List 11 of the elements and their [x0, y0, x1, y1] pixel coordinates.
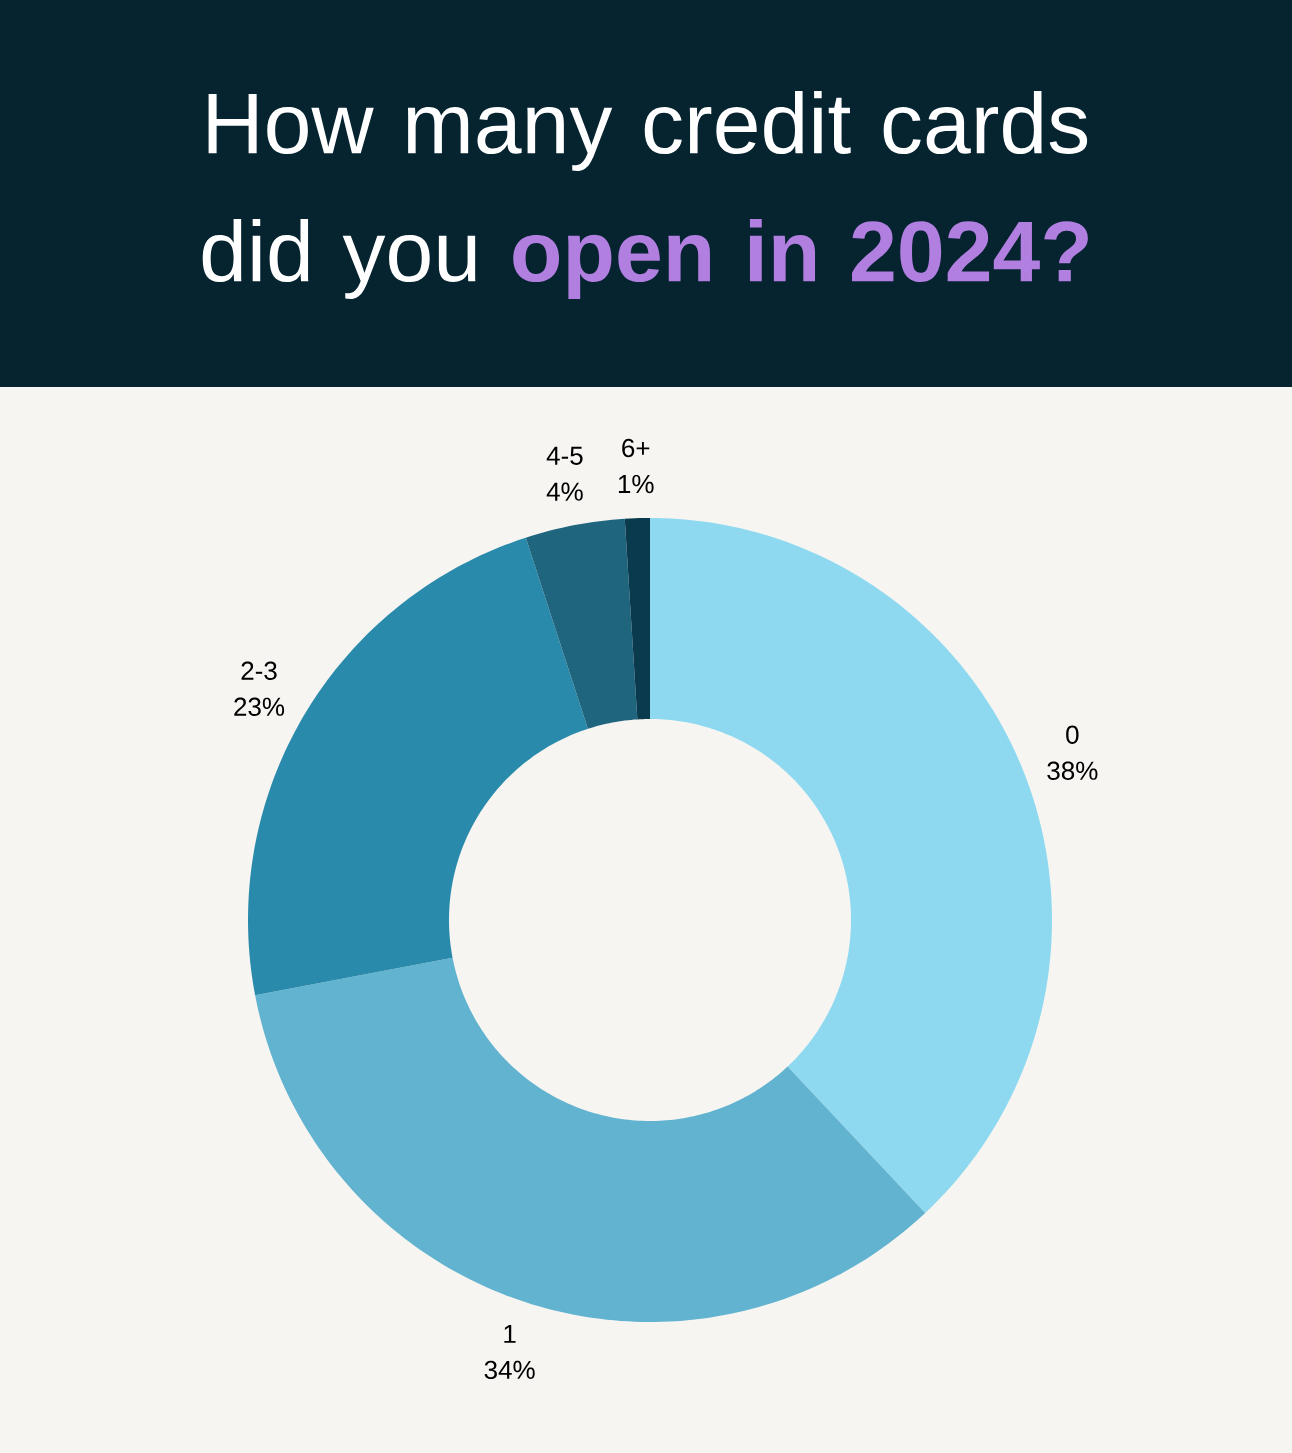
- chart-title: How many credit cards did you open in 2024?: [202, 90, 1088, 300]
- data-label: 1%: [618, 474, 654, 494]
- slice-label: 0: [1066, 725, 1079, 744]
- data-label: 4%: [546, 482, 583, 501]
- slice-label: 4-5: [546, 446, 583, 465]
- data-label: 23%: [234, 697, 285, 716]
- slice-label: 2-3: [241, 661, 277, 680]
- slice-label: 1: [504, 1324, 516, 1343]
- data-label: 38%: [1047, 761, 1098, 780]
- data-label: 34%: [484, 1360, 535, 1380]
- slice-label: 6+: [622, 438, 650, 458]
